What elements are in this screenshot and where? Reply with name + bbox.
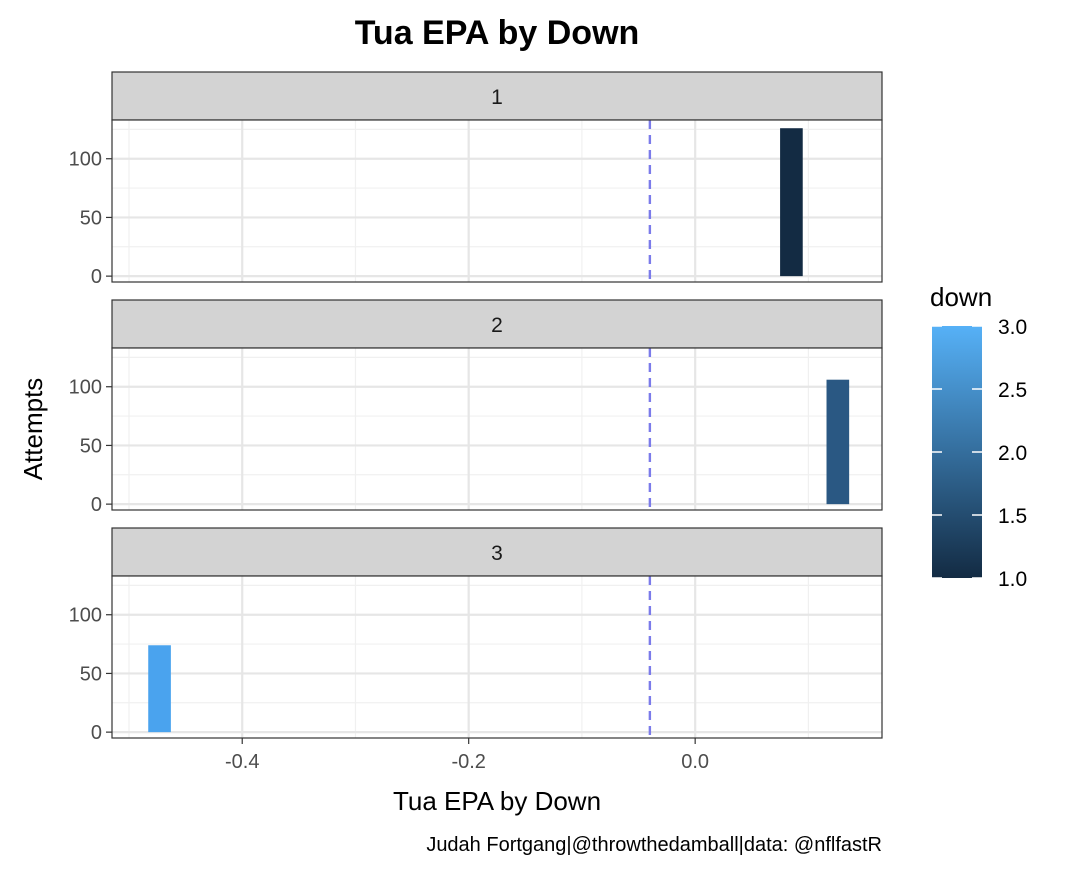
facet-panel-2: 2 0 50 100 bbox=[69, 299, 883, 516]
x-tick-label: -0.2 bbox=[451, 751, 485, 773]
legend-tick-label: 3.0 bbox=[998, 316, 1027, 339]
facet-strip bbox=[111, 299, 883, 349]
plot-background bbox=[112, 576, 882, 738]
bar-down-2 bbox=[826, 379, 850, 505]
bar-down-3 bbox=[148, 645, 171, 733]
legend-tick-label: 2.0 bbox=[998, 442, 1027, 465]
plot-background bbox=[112, 348, 882, 510]
x-axis: -0.4 -0.2 0.0 bbox=[225, 738, 709, 773]
legend-ticks: 1.0 1.5 2.0 2.5 3.0 bbox=[932, 316, 1027, 591]
panel-border bbox=[111, 119, 883, 283]
facet-strip-label: 2 bbox=[491, 314, 503, 337]
chart-title: Tua EPA by Down bbox=[355, 14, 640, 52]
y-tick-label: 100 bbox=[69, 377, 102, 399]
legend-title: down bbox=[930, 282, 992, 312]
x-tick-label: 0.0 bbox=[681, 751, 709, 773]
panel-border bbox=[111, 575, 883, 739]
legend-tick-label: 1.0 bbox=[998, 568, 1027, 591]
y-tick-label: 50 bbox=[80, 663, 102, 685]
facet-strip bbox=[111, 527, 883, 577]
facet-strip-label: 1 bbox=[491, 86, 503, 109]
x-tick-label: -0.4 bbox=[225, 751, 259, 773]
legend-tick-label: 1.5 bbox=[998, 505, 1027, 528]
y-tick-label: 50 bbox=[80, 207, 102, 229]
facet-strip bbox=[111, 71, 883, 121]
plot-background bbox=[112, 120, 882, 282]
y-tick-label: 0 bbox=[91, 722, 102, 744]
facet-strip-label: 3 bbox=[491, 542, 503, 565]
y-tick-label: 100 bbox=[69, 605, 102, 627]
y-axis-label: Attempts bbox=[18, 378, 48, 481]
legend-tick-label: 2.5 bbox=[998, 379, 1027, 402]
facet-panel-3: 3 0 50 100 bbox=[69, 527, 883, 744]
y-tick-label: 100 bbox=[69, 149, 102, 171]
x-axis-label: Tua EPA by Down bbox=[393, 786, 601, 816]
bar-down-1 bbox=[780, 128, 803, 277]
panel-border bbox=[111, 347, 883, 511]
y-tick-label: 50 bbox=[80, 435, 102, 457]
facet-panels: 1 0 50 100 2 0 50 100 3 0 50 100 bbox=[69, 71, 883, 744]
chart-caption: Judah Fortgang|@throwthedamball|data: @n… bbox=[426, 834, 882, 856]
y-tick-label: 0 bbox=[91, 494, 102, 516]
y-tick-label: 0 bbox=[91, 266, 102, 288]
legend: down 1.0 1.5 2.0 2.5 3.0 bbox=[930, 282, 1027, 591]
facet-panel-1: 1 0 50 100 bbox=[69, 71, 883, 288]
